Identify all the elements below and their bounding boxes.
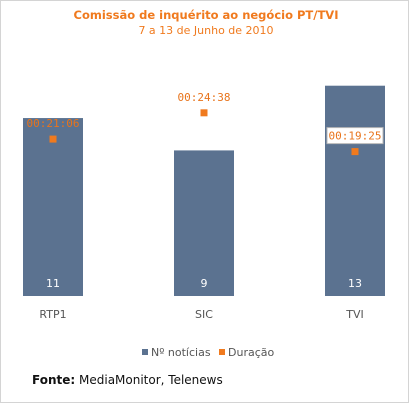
chart-title: Comissão de inquérito ao negócio PT/TVI bbox=[74, 8, 339, 22]
source-note: Fonte: MediaMonitor, Telenews bbox=[32, 373, 223, 387]
source-text: MediaMonitor, Telenews bbox=[79, 373, 223, 387]
duration-label: 00:19:25 bbox=[329, 130, 382, 143]
x-tick-label: SIC bbox=[195, 308, 213, 321]
bar-sic bbox=[174, 150, 234, 296]
duration-label-box bbox=[326, 127, 384, 145]
bar-value-label: 13 bbox=[348, 277, 362, 290]
chart-subtitle: 7 a 13 de Junho de 2010 bbox=[138, 24, 273, 37]
legend: Nº notícias Duração bbox=[142, 346, 274, 359]
x-tick-label: TVI bbox=[345, 308, 364, 321]
duration-point-rtp1 bbox=[49, 135, 57, 143]
legend-label-duracao: Duração bbox=[228, 346, 274, 359]
legend-label-noticias: Nº notícias bbox=[151, 346, 211, 359]
x-tick-label: RTP1 bbox=[39, 308, 66, 321]
bar-value-label: 9 bbox=[201, 277, 208, 290]
bar-tvi bbox=[325, 85, 385, 297]
duration-label: 00:21:06 bbox=[27, 117, 80, 130]
source-label: Fonte: bbox=[32, 373, 76, 387]
duration-point-sic bbox=[200, 109, 208, 117]
legend-swatch-noticias bbox=[142, 349, 148, 355]
plot-area: 11 RTP1 00:21:06 9 SIC 00:24:38 13 TVI 00:19:25 bbox=[23, 85, 385, 321]
legend-swatch-duracao bbox=[219, 349, 225, 355]
duration-label: 00:24:38 bbox=[178, 91, 231, 104]
duration-point-tvi bbox=[351, 148, 359, 156]
bar-value-label: 11 bbox=[46, 277, 60, 290]
bar-rtp1 bbox=[23, 118, 83, 296]
